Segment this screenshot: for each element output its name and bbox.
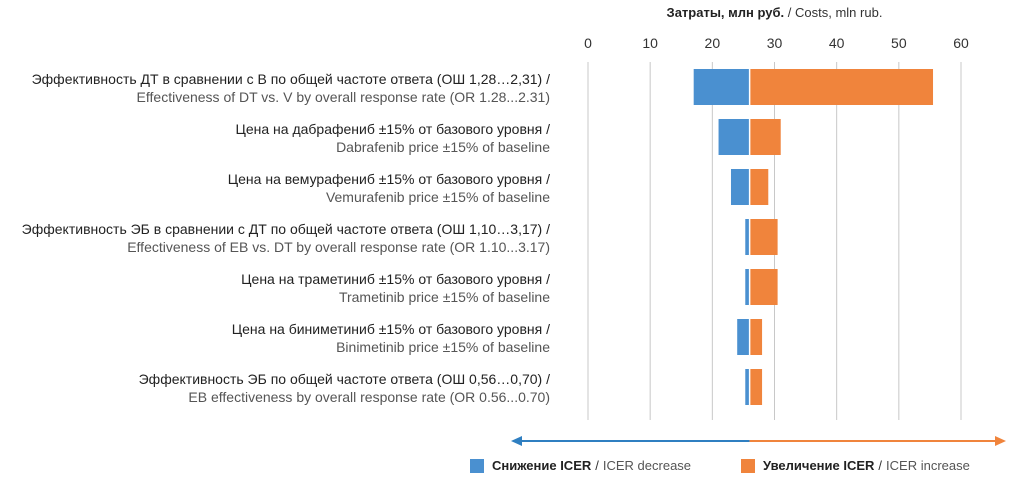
category-label-ru: Эффективность ЭБ по общей частоте ответа… bbox=[139, 371, 550, 387]
bar-increase bbox=[749, 269, 778, 305]
category-label-en: EB effectiveness by overall response rat… bbox=[188, 389, 550, 405]
category-label-ru: Эффективность ДТ в сравнении с В по обще… bbox=[32, 71, 551, 87]
bar-decrease bbox=[718, 119, 750, 155]
bar-increase bbox=[749, 119, 781, 155]
category-label-ru: Цена на вемурафениб ±15% от базового уро… bbox=[228, 171, 550, 187]
bar-decrease bbox=[693, 69, 750, 105]
x-tick-label: 10 bbox=[642, 35, 658, 51]
bar-decrease bbox=[745, 269, 750, 305]
bar-increase bbox=[749, 169, 769, 205]
x-tick-label: 0 bbox=[584, 35, 592, 51]
category-label-en: Dabrafenib price ±15% of baseline bbox=[336, 139, 550, 155]
legend-label-decrease-ru: Снижение ICER bbox=[492, 458, 592, 473]
bar-increase bbox=[749, 369, 763, 405]
legend-item-decrease: Снижение ICER / ICER decrease bbox=[470, 458, 691, 473]
legend-item-increase: Увеличение ICER / ICER increase bbox=[741, 458, 970, 473]
x-tick-label: 20 bbox=[705, 35, 721, 51]
category-label-en: Effectiveness of DT vs. V by overall res… bbox=[137, 89, 550, 105]
category-label-en: Binimetinib price ±15% of baseline bbox=[336, 339, 550, 355]
category-label-ru: Цена на траметиниб ±15% от базового уров… bbox=[241, 271, 550, 287]
category-label-ru: Цена на биниметиниб ±15% от базового уро… bbox=[232, 321, 550, 337]
legend-label-increase-ru: Увеличение ICER bbox=[763, 458, 875, 473]
legend-swatch-decrease bbox=[470, 458, 484, 473]
arrow-right-head bbox=[995, 436, 1006, 446]
x-tick-label: 50 bbox=[891, 35, 907, 51]
arrow-left-head bbox=[511, 436, 522, 446]
bar-decrease bbox=[745, 219, 750, 255]
x-tick-label: 60 bbox=[953, 35, 969, 51]
category-label-en: Trametinib price ±15% of baseline bbox=[339, 289, 550, 305]
x-tick-label: 40 bbox=[829, 35, 845, 51]
axis-title-ru: Затраты, млн руб. bbox=[666, 5, 785, 20]
legend-separator: / bbox=[595, 458, 599, 473]
legend-label-increase-en: ICER increase bbox=[886, 458, 970, 473]
bar-decrease bbox=[745, 369, 750, 405]
bar-decrease bbox=[737, 319, 750, 355]
x-tick-label: 30 bbox=[767, 35, 783, 51]
axis-title: Затраты, млн руб. / Costs, mln rub. bbox=[588, 5, 961, 20]
category-label-ru: Эффективность ЭБ в сравнении с ДТ по общ… bbox=[22, 221, 550, 237]
bar-increase bbox=[749, 69, 934, 105]
legend-separator: / bbox=[878, 458, 883, 473]
legend-swatch-increase bbox=[741, 458, 755, 473]
category-label-en: Effectiveness of EB vs. DT by overall re… bbox=[127, 239, 550, 255]
bar-decrease bbox=[730, 169, 750, 205]
bar-increase bbox=[749, 219, 778, 255]
axis-title-separator: / bbox=[787, 5, 792, 20]
category-label-en: Vemurafenib price ±15% of baseline bbox=[326, 189, 550, 205]
legend-label-decrease-en: ICER decrease bbox=[602, 458, 692, 473]
category-label-ru: Цена на дабрафениб ±15% от базового уров… bbox=[235, 121, 550, 137]
bar-increase bbox=[749, 319, 763, 355]
axis-title-en: Costs, mln rub. bbox=[795, 5, 883, 20]
